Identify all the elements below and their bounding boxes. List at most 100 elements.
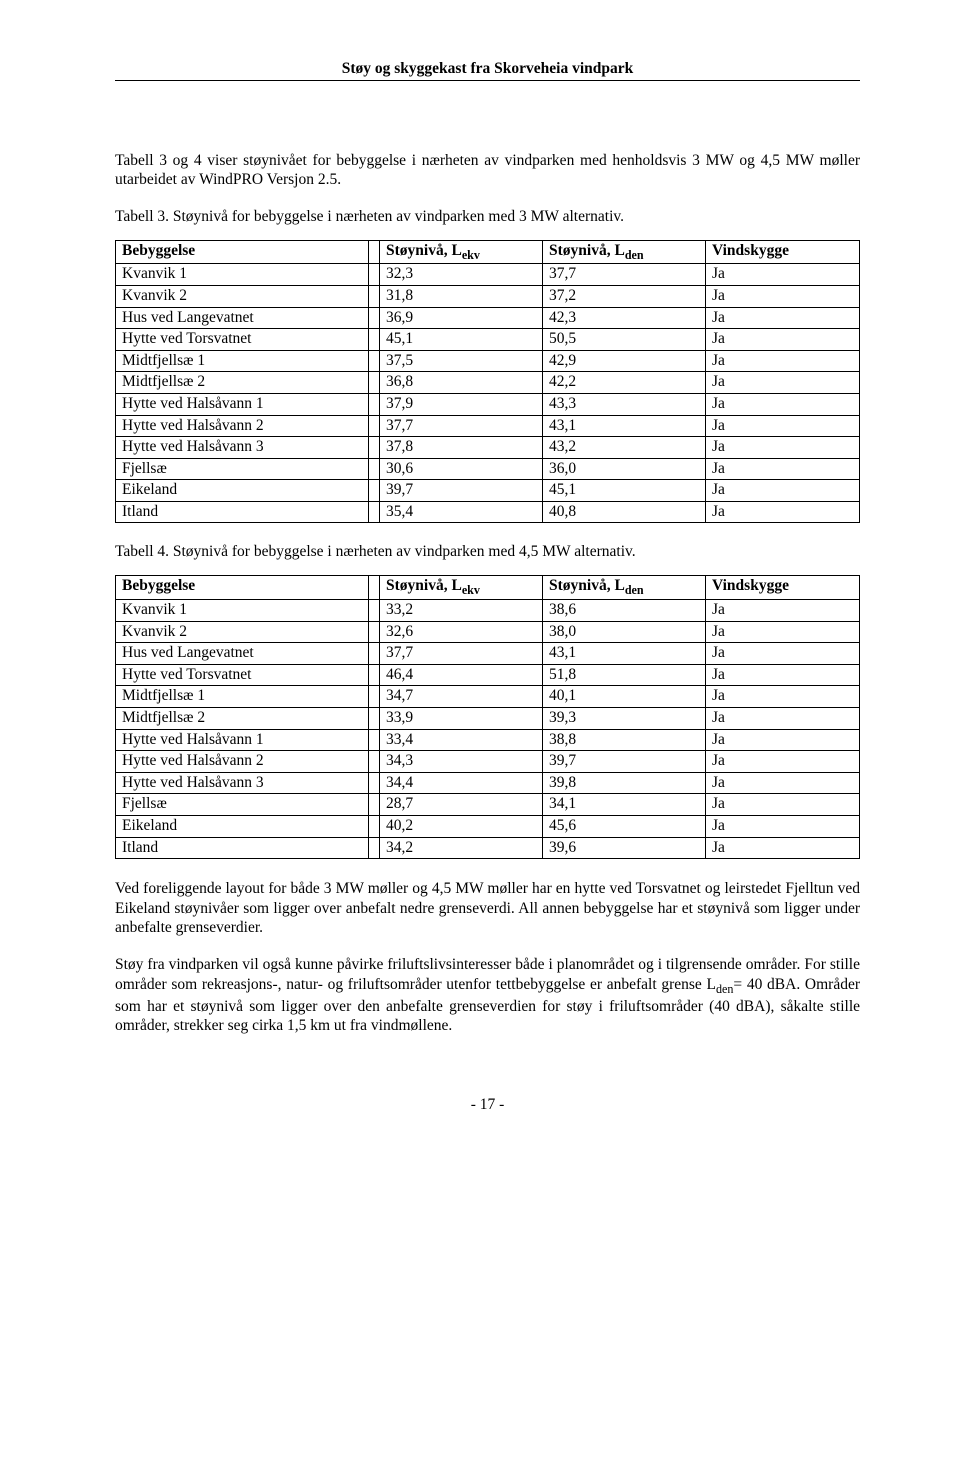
cell-name: Hus ved Langevatnet bbox=[116, 307, 369, 329]
th-bebyggelse: Bebyggelse bbox=[116, 240, 369, 264]
cell-lekv: 33,2 bbox=[380, 600, 543, 622]
cell-vindskygge: Ja bbox=[706, 285, 860, 307]
table-row: Hytte ved Halsåvann 337,843,2Ja bbox=[116, 437, 860, 459]
cell-lden: 38,0 bbox=[543, 621, 706, 643]
cell-vindskygge: Ja bbox=[706, 501, 860, 523]
cell-lden: 45,6 bbox=[543, 816, 706, 838]
th-lden: Støynivå, Lden bbox=[543, 576, 706, 600]
cell-lekv: 36,9 bbox=[380, 307, 543, 329]
table-row: Kvanvik 231,837,2Ja bbox=[116, 285, 860, 307]
cell-vindskygge: Ja bbox=[706, 643, 860, 665]
cell-vindskygge: Ja bbox=[706, 772, 860, 794]
th-vindskygge: Vindskygge bbox=[706, 240, 860, 264]
cell-spacer bbox=[369, 816, 380, 838]
cell-vindskygge: Ja bbox=[706, 307, 860, 329]
cell-lekv: 30,6 bbox=[380, 458, 543, 480]
table-row: Hytte ved Torsvatnet45,150,5Ja bbox=[116, 329, 860, 351]
table-row: Hus ved Langevatnet 36,942,3Ja bbox=[116, 307, 860, 329]
intro-paragraph: Tabell 3 og 4 viser støynivået for bebyg… bbox=[115, 151, 860, 190]
th-spacer bbox=[369, 240, 380, 264]
cell-lekv: 34,4 bbox=[380, 772, 543, 794]
cell-lden: 39,8 bbox=[543, 772, 706, 794]
cell-vindskygge: Ja bbox=[706, 415, 860, 437]
cell-lekv: 39,7 bbox=[380, 480, 543, 502]
table-row: Fjellsæ30,636,0Ja bbox=[116, 458, 860, 480]
cell-name: Midtfjellsæ 2 bbox=[116, 708, 369, 730]
cell-vindskygge: Ja bbox=[706, 816, 860, 838]
th-lden-text: Støynivå, L bbox=[549, 242, 625, 259]
table3: Bebyggelse Støynivå, Lekv Støynivå, Lden… bbox=[115, 240, 860, 524]
cell-lekv: 36,8 bbox=[380, 372, 543, 394]
cell-name: Fjellsæ bbox=[116, 794, 369, 816]
page: Støy og skyggekast fra Skorveheia vindpa… bbox=[0, 0, 960, 1154]
cell-spacer bbox=[369, 600, 380, 622]
cell-name: Itland bbox=[116, 837, 369, 859]
th-lden-text: Støynivå, L bbox=[549, 577, 625, 594]
table-row: Hytte ved Halsåvann 237,743,1Ja bbox=[116, 415, 860, 437]
cell-lden: 37,2 bbox=[543, 285, 706, 307]
cell-lden: 38,8 bbox=[543, 729, 706, 751]
cell-name: Midtfjellsæ 2 bbox=[116, 372, 369, 394]
cell-vindskygge: Ja bbox=[706, 458, 860, 480]
cell-lden: 39,3 bbox=[543, 708, 706, 730]
cell-lekv: 34,2 bbox=[380, 837, 543, 859]
cell-spacer bbox=[369, 664, 380, 686]
cell-vindskygge: Ja bbox=[706, 794, 860, 816]
table-row: Kvanvik 232,638,0Ja bbox=[116, 621, 860, 643]
table3-header-row: Bebyggelse Støynivå, Lekv Støynivå, Lden… bbox=[116, 240, 860, 264]
cell-spacer bbox=[369, 480, 380, 502]
paragraph-last: Støy fra vindparken vil også kunne påvir… bbox=[115, 955, 860, 1035]
cell-lekv: 32,3 bbox=[380, 264, 543, 286]
cell-lekv: 45,1 bbox=[380, 329, 543, 351]
cell-lekv: 35,4 bbox=[380, 501, 543, 523]
cell-vindskygge: Ja bbox=[706, 686, 860, 708]
cell-spacer bbox=[369, 393, 380, 415]
cell-lekv: 37,9 bbox=[380, 393, 543, 415]
cell-name: Hus ved Langevatnet bbox=[116, 643, 369, 665]
cell-lden: 37,7 bbox=[543, 264, 706, 286]
table-row: Itland 34,239,6Ja bbox=[116, 837, 860, 859]
th-bebyggelse: Bebyggelse bbox=[116, 576, 369, 600]
paragraph-after-tables: Ved foreliggende layout for både 3 MW mø… bbox=[115, 879, 860, 937]
cell-spacer bbox=[369, 837, 380, 859]
cell-name: Hytte ved Halsåvann 2 bbox=[116, 751, 369, 773]
th-lekv-text: Støynivå, L bbox=[386, 242, 462, 259]
cell-spacer bbox=[369, 285, 380, 307]
cell-name: Midtfjellsæ 1 bbox=[116, 686, 369, 708]
cell-lden: 51,8 bbox=[543, 664, 706, 686]
cell-name: Hytte ved Halsåvann 3 bbox=[116, 772, 369, 794]
table-row: Kvanvik 132,337,7Ja bbox=[116, 264, 860, 286]
table-row: Midtfjellsæ 2 36,842,2Ja bbox=[116, 372, 860, 394]
cell-spacer bbox=[369, 372, 380, 394]
table-row: Hytte ved Halsåvann 3 34,439,8Ja bbox=[116, 772, 860, 794]
cell-lekv: 33,9 bbox=[380, 708, 543, 730]
cell-lden: 42,3 bbox=[543, 307, 706, 329]
table4: Bebyggelse Støynivå, Lekv Støynivå, Lden… bbox=[115, 575, 860, 859]
cell-spacer bbox=[369, 350, 380, 372]
cell-lden: 42,9 bbox=[543, 350, 706, 372]
cell-spacer bbox=[369, 307, 380, 329]
cell-spacer bbox=[369, 729, 380, 751]
cell-lekv: 32,6 bbox=[380, 621, 543, 643]
cell-lekv: 34,3 bbox=[380, 751, 543, 773]
cell-lekv: 33,4 bbox=[380, 729, 543, 751]
cell-spacer bbox=[369, 415, 380, 437]
table-row: Midtfjellsæ 137,542,9Ja bbox=[116, 350, 860, 372]
th-vindskygge: Vindskygge bbox=[706, 576, 860, 600]
cell-vindskygge: Ja bbox=[706, 372, 860, 394]
th-lekv: Støynivå, Lekv bbox=[380, 240, 543, 264]
th-lden-sub: den bbox=[625, 584, 644, 598]
cell-lden: 50,5 bbox=[543, 329, 706, 351]
cell-spacer bbox=[369, 501, 380, 523]
cell-spacer bbox=[369, 751, 380, 773]
cell-name: Itland bbox=[116, 501, 369, 523]
cell-name: Hytte ved Halsåvann 1 bbox=[116, 393, 369, 415]
cell-lden: 39,6 bbox=[543, 837, 706, 859]
cell-spacer bbox=[369, 621, 380, 643]
page-number: - 17 - bbox=[115, 1096, 860, 1114]
th-lekv-text: Støynivå, L bbox=[386, 577, 462, 594]
cell-lden: 42,2 bbox=[543, 372, 706, 394]
cell-vindskygge: Ja bbox=[706, 837, 860, 859]
cell-lekv: 40,2 bbox=[380, 816, 543, 838]
cell-lden: 36,0 bbox=[543, 458, 706, 480]
